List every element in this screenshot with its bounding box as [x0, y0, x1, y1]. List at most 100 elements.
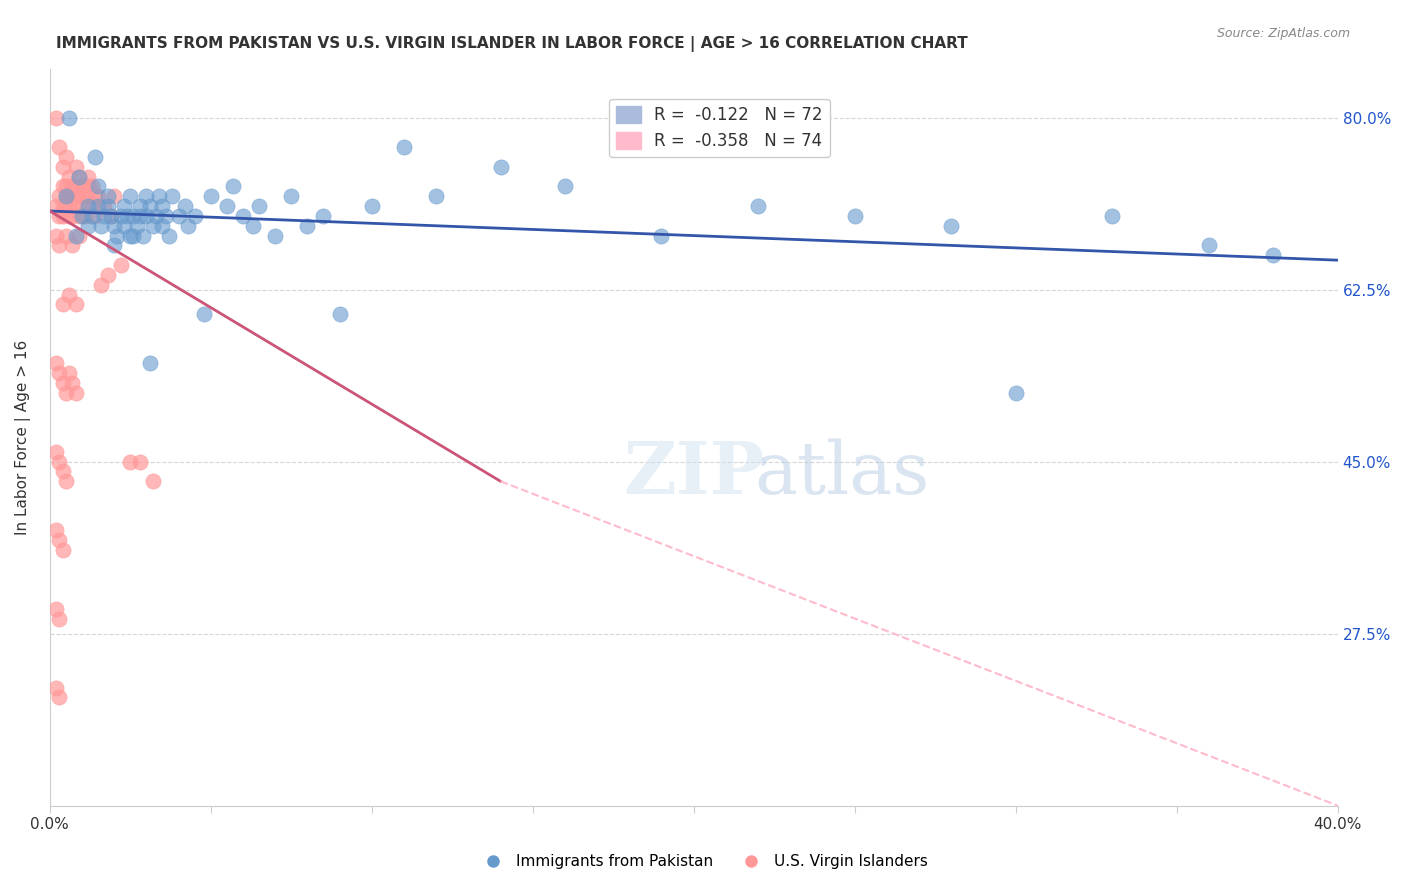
Point [48, 140, 70, 154]
Point [297, 219, 319, 233]
Point [160, 189, 183, 203]
Point [138, 356, 160, 370]
Point [55, 228, 77, 243]
Point [55, 179, 77, 194]
Point [45, 228, 67, 243]
Point [77, 199, 100, 213]
Point [80, 199, 103, 213]
Point [45, 681, 67, 695]
Point [83, 189, 105, 203]
Point [93, 199, 115, 213]
Point [77, 169, 100, 184]
Point [120, 189, 142, 203]
Point [77, 189, 100, 203]
Point [242, 219, 264, 233]
Point [1198, 238, 1220, 252]
Point [312, 209, 335, 223]
Point [135, 209, 157, 223]
Point [65, 199, 87, 213]
Point [115, 209, 138, 223]
Point [87, 179, 110, 194]
Point [83, 150, 105, 164]
Legend: Immigrants from Pakistan, U.S. Virgin Islanders: Immigrants from Pakistan, U.S. Virgin Is… [472, 848, 934, 875]
Point [135, 189, 157, 203]
Point [360, 199, 382, 213]
Point [48, 189, 70, 203]
Point [48, 690, 70, 705]
Point [58, 189, 80, 203]
Point [58, 366, 80, 380]
Point [45, 524, 67, 538]
Text: Source: ZipAtlas.com: Source: ZipAtlas.com [1216, 27, 1350, 40]
Point [1101, 209, 1123, 223]
Point [152, 219, 174, 233]
Point [232, 209, 254, 223]
Point [174, 199, 197, 213]
Point [425, 189, 447, 203]
Point [55, 199, 77, 213]
Point [148, 189, 170, 203]
Point [177, 219, 200, 233]
Point [183, 209, 205, 223]
Point [280, 189, 302, 203]
Point [60, 179, 83, 194]
Point [1004, 385, 1026, 400]
Point [97, 199, 120, 213]
Point [52, 376, 75, 390]
Point [142, 219, 165, 233]
Point [67, 189, 90, 203]
Point [45, 445, 67, 459]
Point [80, 179, 103, 194]
Point [129, 455, 152, 469]
Point [152, 199, 174, 213]
Point [554, 179, 576, 194]
Point [58, 111, 80, 125]
Point [65, 189, 87, 203]
Point [120, 455, 142, 469]
Point [80, 209, 103, 223]
Point [112, 219, 135, 233]
Point [55, 150, 77, 164]
Point [142, 475, 165, 489]
Point [52, 543, 75, 558]
Point [55, 189, 77, 203]
Point [55, 189, 77, 203]
Point [67, 209, 90, 223]
Point [120, 228, 142, 243]
Point [58, 209, 80, 223]
Point [65, 228, 87, 243]
Point [87, 189, 110, 203]
Point [122, 209, 145, 223]
Point [167, 209, 190, 223]
Point [97, 268, 120, 282]
Point [90, 219, 112, 233]
Point [145, 209, 167, 223]
Point [215, 199, 238, 213]
Point [110, 258, 132, 272]
Point [67, 228, 90, 243]
Point [193, 307, 215, 321]
Point [55, 385, 77, 400]
Point [70, 179, 93, 194]
Point [48, 455, 70, 469]
Legend: R =  -0.122   N = 72, R =  -0.358   N = 74: R = -0.122 N = 72, R = -0.358 N = 74 [609, 99, 830, 157]
Point [125, 219, 148, 233]
Point [103, 238, 125, 252]
Point [45, 199, 67, 213]
Point [65, 297, 87, 311]
Point [58, 199, 80, 213]
Point [52, 297, 75, 311]
Point [67, 169, 90, 184]
Point [70, 179, 93, 194]
Point [52, 465, 75, 479]
Text: atlas: atlas [754, 439, 929, 509]
Point [55, 475, 77, 489]
Point [100, 209, 122, 223]
Point [52, 209, 75, 223]
Point [90, 277, 112, 292]
Point [129, 209, 152, 223]
Point [103, 219, 125, 233]
Point [52, 160, 75, 174]
Point [489, 160, 512, 174]
Point [65, 160, 87, 174]
